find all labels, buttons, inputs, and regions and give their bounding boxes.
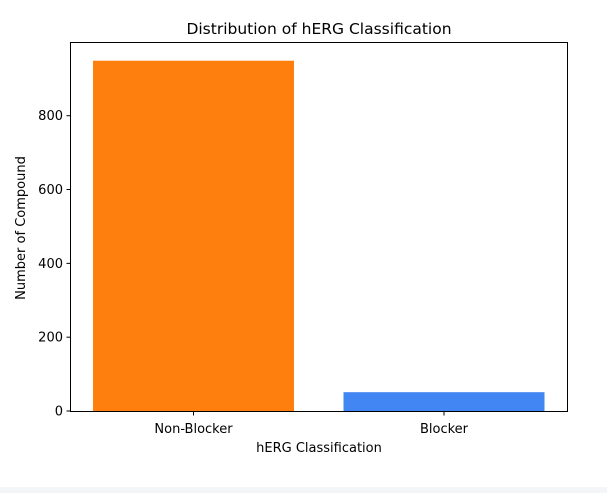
- bar-blocker: [343, 392, 545, 411]
- x-tick-label: Blocker: [420, 422, 469, 437]
- x-tick-label: Non-Blocker: [154, 422, 233, 437]
- y-tick-label: 0: [55, 405, 63, 420]
- y-tick-label: 200: [38, 331, 63, 346]
- y-tick-label: 400: [38, 257, 63, 272]
- y-axis-label: Number of Compound: [14, 156, 29, 300]
- bars-group: [93, 60, 545, 411]
- y-tick-label: 600: [38, 183, 63, 198]
- x-axis-ticks: Non-Blocker Blocker: [154, 411, 469, 437]
- x-axis-label: hERG Classification: [256, 441, 382, 456]
- y-tick-label: 800: [38, 109, 63, 124]
- y-axis-ticks: 0 200 400 600 800: [38, 109, 71, 420]
- chart-title: Distribution of hERG Classification: [186, 20, 451, 38]
- plot-frame: [70, 42, 568, 412]
- bar-non-blocker: [93, 60, 294, 411]
